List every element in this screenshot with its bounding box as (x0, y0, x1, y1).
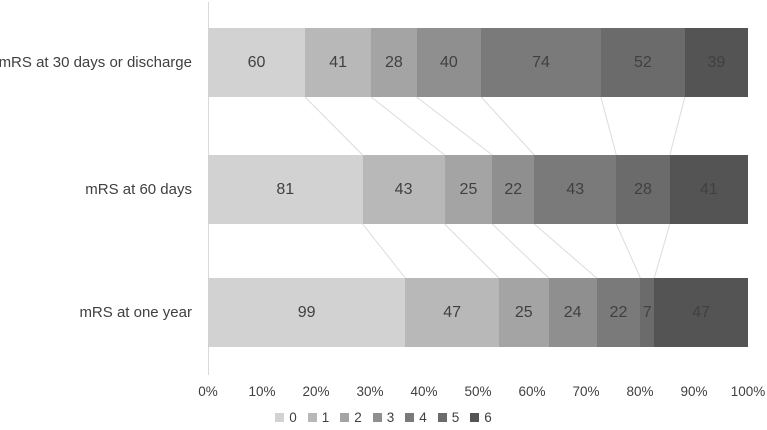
bar-value-label: 24 (563, 303, 582, 321)
bar-row: 99 47 25 24 22 7 47 (208, 278, 748, 347)
bar-segment: 25 (498, 278, 549, 347)
bar-segment: 7 (640, 278, 655, 347)
bar-value-label: 22 (609, 303, 628, 321)
legend-item: 2 (340, 410, 362, 425)
legend-item: 6 (470, 410, 492, 425)
legend-label: 5 (451, 409, 460, 425)
bar-segment: 24 (548, 278, 597, 347)
bar-row: 60 41 28 40 74 52 39 (208, 28, 748, 97)
legend-swatch (307, 412, 317, 422)
bar-value-label: 25 (459, 180, 478, 198)
bar-row: 81 43 25 22 43 28 41 (208, 155, 748, 224)
bar-segment: 74 (481, 28, 601, 97)
bar-value-label: 43 (394, 180, 413, 198)
bar-value-label: 40 (439, 53, 458, 71)
category-label: mRS at 30 days or discharge (0, 54, 192, 71)
bar-segment: 28 (616, 155, 670, 224)
bar-segment: 43 (534, 155, 617, 224)
legend-label: 2 (354, 409, 362, 425)
x-tick-label: 50% (464, 384, 492, 399)
legend-swatch (470, 412, 480, 422)
bar-value-label: 47 (443, 303, 461, 321)
bar-value-label: 22 (504, 180, 523, 198)
category-label: mRS at one year (79, 304, 192, 321)
bar-value-label: 7 (642, 303, 652, 321)
x-tick-label: 30% (356, 384, 384, 399)
bar-value-label: 60 (247, 53, 266, 71)
x-tick-label: 70% (572, 384, 600, 399)
legend-swatch (372, 412, 382, 422)
bar-segment: 43 (362, 155, 445, 224)
bar-value-label: 41 (699, 180, 718, 198)
legend: 0 1 2 3 4 5 6 (0, 408, 767, 426)
bar-value-label: 81 (276, 180, 295, 198)
bar-segment: 39 (684, 28, 748, 97)
x-tick-label: 0% (198, 384, 218, 399)
legend-label: 1 (321, 409, 330, 425)
legend-label: 6 (484, 409, 492, 425)
bar-segment: 60 (208, 28, 305, 97)
legend-item: 1 (307, 409, 330, 425)
x-tick-label: 80% (626, 384, 654, 399)
legend-swatch (275, 412, 285, 422)
bar-value-label: 99 (297, 303, 316, 321)
bar-segment: 22 (492, 155, 535, 224)
legend-swatch (340, 412, 350, 422)
bar-value-label: 47 (692, 303, 711, 321)
bar-segment: 47 (654, 278, 748, 347)
bar-segment: 81 (208, 155, 363, 224)
x-tick-label: 20% (302, 384, 330, 399)
bar-value-label: 28 (634, 180, 652, 198)
x-axis: 0% 10% 20% 30% 40% 50% 60% 70% 80% 90% 100% (198, 384, 765, 401)
bar-value-label: 25 (514, 303, 533, 321)
bar-value-label: 74 (532, 53, 550, 71)
bar-segment: 47 (405, 278, 499, 347)
bar-value-label: 41 (329, 53, 348, 71)
bar-segment: 41 (669, 155, 748, 224)
bar-segment: 99 (208, 278, 406, 347)
x-tick-label: 10% (248, 384, 276, 399)
legend-item: 5 (437, 409, 460, 425)
bar-segment: 28 (371, 28, 417, 97)
plot-area: 60 41 28 40 74 52 39 81 43 25 22 43 28 41 99 47 25 24 22 7 4… (208, 0, 748, 375)
bar-segment: 52 (600, 28, 685, 97)
legend-item: 0 (275, 410, 297, 425)
series-connector-lines (304, 96, 686, 279)
bar-value-label: 52 (633, 53, 652, 71)
x-tick-label: 60% (518, 384, 546, 399)
legend-label: 4 (419, 409, 427, 425)
bar-value-label: 39 (707, 53, 726, 71)
bar-segment: 25 (444, 155, 493, 224)
bar-segment: 40 (416, 28, 482, 97)
legend-label: 0 (289, 409, 297, 425)
bar-value-label: 43 (566, 180, 585, 198)
bar-value-label: 28 (385, 53, 403, 71)
category-label: mRS at 60 days (85, 181, 192, 198)
bar-segment: 41 (305, 28, 372, 97)
legend-item: 4 (405, 410, 427, 425)
legend-label: 3 (386, 409, 395, 425)
x-tick-label: 100% (730, 384, 766, 399)
x-tick-label: 40% (410, 384, 438, 399)
legend-swatch (405, 412, 415, 422)
legend-item: 3 (372, 409, 395, 425)
bar-segment: 22 (596, 278, 641, 347)
legend-swatch (437, 412, 447, 422)
x-tick-label: 90% (680, 384, 708, 399)
category-axis: mRS at 30 days or discharge mRS at 60 day… (0, 0, 200, 375)
